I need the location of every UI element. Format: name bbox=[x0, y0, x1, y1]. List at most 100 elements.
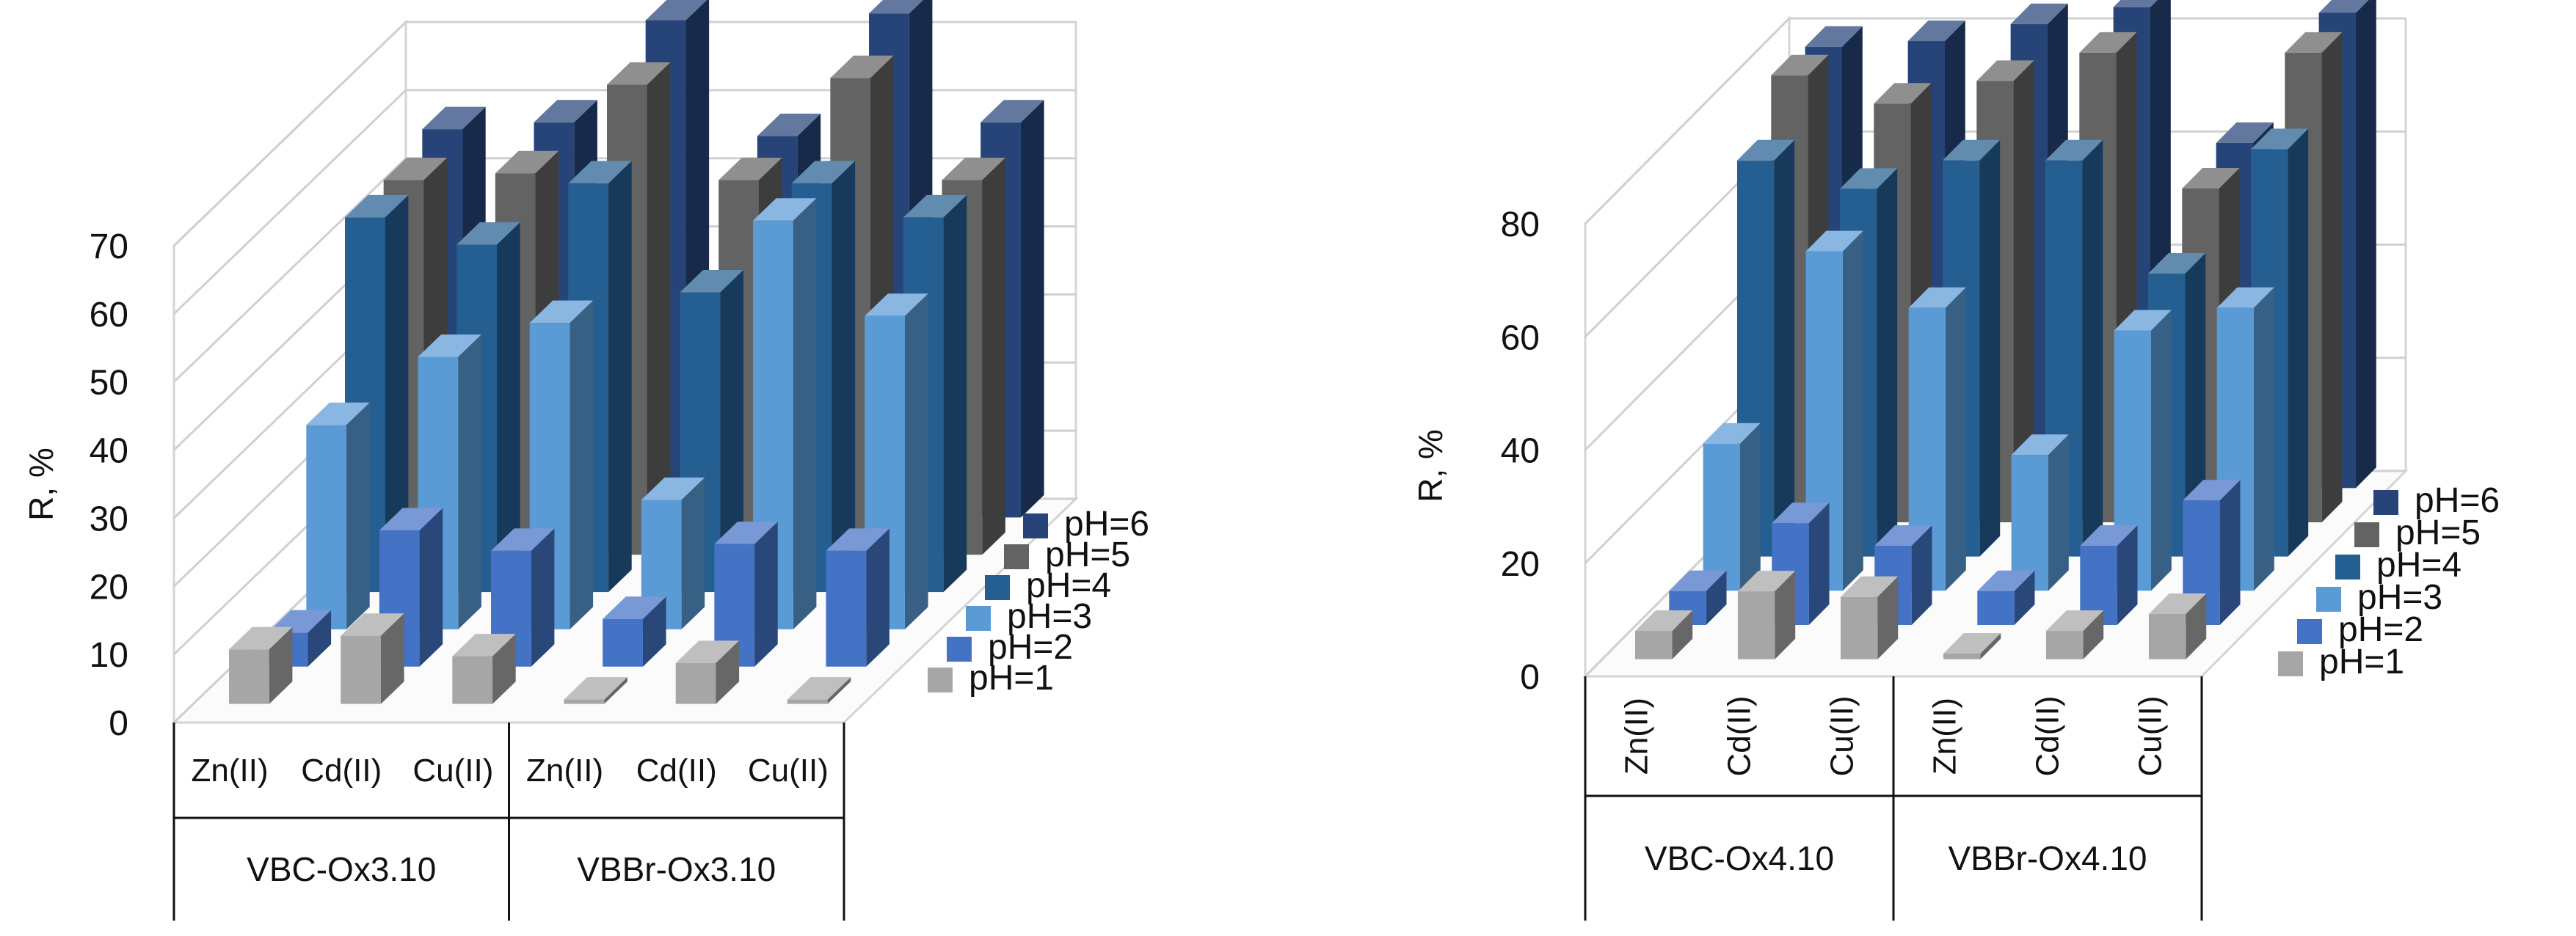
y-tick-label: 70 bbox=[90, 227, 128, 266]
bar bbox=[2148, 593, 2207, 659]
bar-side bbox=[346, 402, 370, 629]
bar-side bbox=[458, 334, 481, 629]
bar-side bbox=[866, 528, 889, 667]
bar-top bbox=[718, 158, 782, 180]
y-axis-label: R, % bbox=[22, 447, 60, 521]
bar-top bbox=[456, 222, 520, 245]
bar-top bbox=[2113, 0, 2158, 7]
category-table: Zn(II) Cd(II) Cu(II) Zn(II) Cd(II) Cu(II) VBC-… bbox=[172, 723, 845, 921]
bar-side bbox=[1979, 139, 2001, 557]
category-label: Cu(II) bbox=[748, 753, 829, 789]
legend-label: pH=1 bbox=[969, 659, 1054, 698]
legend: pH=6pH=5pH=4pH=3pH=2pH=1 bbox=[2278, 481, 2500, 681]
y-tick-label: 30 bbox=[90, 500, 128, 538]
bar-top bbox=[1805, 26, 1863, 47]
bar bbox=[1737, 571, 1796, 659]
bar-top bbox=[1977, 570, 2035, 591]
bar-side bbox=[1775, 571, 1796, 659]
bar-front bbox=[1703, 443, 1741, 591]
legend-swatch bbox=[947, 637, 972, 662]
bar-side bbox=[1911, 525, 1932, 625]
bar-side bbox=[1877, 576, 1899, 659]
bar-top bbox=[1669, 570, 1727, 591]
bar-side bbox=[832, 161, 856, 593]
y-tick-label: 0 bbox=[1520, 658, 1540, 697]
bar-top bbox=[422, 106, 486, 130]
bar-side bbox=[2013, 60, 2034, 522]
legend-label: pH=2 bbox=[988, 628, 1073, 667]
bar-side bbox=[2254, 287, 2274, 591]
bar-side bbox=[2048, 434, 2069, 591]
legend-swatch bbox=[1023, 513, 1048, 538]
bar-side bbox=[2219, 480, 2241, 625]
bar-side bbox=[1740, 423, 1761, 591]
bar-top bbox=[645, 0, 707, 21]
bar-top bbox=[534, 100, 597, 123]
category-label: Cu(II) bbox=[2133, 696, 2169, 777]
legend-label: pH=2 bbox=[2338, 610, 2423, 649]
bar-top bbox=[1772, 502, 1830, 524]
bars bbox=[229, 0, 1044, 704]
category-label: Zn(II) bbox=[1927, 698, 1963, 775]
bar-top bbox=[753, 198, 817, 221]
bar-front bbox=[1943, 653, 1981, 659]
bar-top bbox=[757, 113, 821, 136]
y-tick-label: 20 bbox=[1501, 545, 1540, 584]
bar-side bbox=[1808, 502, 1830, 625]
bar-front bbox=[603, 618, 643, 667]
y-tick-label: 40 bbox=[1501, 432, 1540, 471]
bar-side bbox=[716, 640, 740, 704]
bar-top bbox=[869, 0, 923, 14]
category-label: Cd(II) bbox=[2030, 696, 2066, 777]
bar-top bbox=[452, 634, 516, 657]
bar-front bbox=[787, 699, 828, 704]
bar-side bbox=[647, 62, 671, 555]
bar-top bbox=[942, 158, 1005, 180]
y-tick-label: 50 bbox=[90, 364, 128, 403]
bar bbox=[1840, 576, 1899, 659]
bar-front bbox=[1634, 631, 1673, 659]
legend-item: pH=3 bbox=[966, 597, 1092, 636]
legend-label: pH=3 bbox=[2357, 578, 2442, 617]
bar bbox=[341, 613, 404, 704]
legend-swatch bbox=[2278, 651, 2303, 676]
bar-front bbox=[229, 649, 269, 704]
bar-side bbox=[308, 610, 332, 667]
legend-swatch bbox=[2297, 619, 2322, 644]
legend-label: pH=3 bbox=[1007, 597, 1092, 636]
bar-top bbox=[529, 300, 594, 323]
bar bbox=[306, 402, 370, 629]
category-label: Cu(II) bbox=[412, 753, 493, 789]
bar bbox=[1977, 570, 2035, 625]
bar-top bbox=[1635, 610, 1693, 632]
bar-top bbox=[1907, 21, 1965, 41]
bar-side bbox=[643, 596, 666, 667]
bar-top bbox=[607, 62, 671, 85]
bar-top bbox=[1805, 230, 1863, 252]
bar bbox=[2080, 525, 2138, 625]
legend-item: pH=2 bbox=[2297, 610, 2423, 649]
legend-item: pH=5 bbox=[1004, 535, 1130, 574]
bar-top bbox=[980, 100, 1044, 123]
legend-swatch bbox=[966, 606, 991, 631]
bar-top bbox=[2011, 434, 2069, 456]
bar-top bbox=[1737, 139, 1795, 161]
bar-top bbox=[1943, 139, 2001, 161]
bar-top bbox=[903, 194, 967, 218]
bar-side bbox=[754, 522, 778, 667]
bar-side bbox=[905, 293, 928, 629]
bar bbox=[641, 478, 705, 629]
bar-top bbox=[1874, 83, 1932, 104]
bar-side bbox=[2288, 128, 2309, 557]
y-tick-label: 40 bbox=[90, 432, 128, 471]
bar-side bbox=[2186, 593, 2207, 659]
bar-top bbox=[1943, 633, 2001, 654]
bar-top bbox=[2010, 3, 2068, 24]
legend-swatch bbox=[2354, 522, 2379, 547]
bar-top bbox=[495, 150, 559, 174]
bar-front bbox=[2011, 455, 2049, 591]
bar-side bbox=[1021, 100, 1044, 518]
bar-top bbox=[341, 613, 404, 636]
bar-top bbox=[2182, 168, 2240, 189]
bar-side bbox=[2014, 570, 2035, 625]
